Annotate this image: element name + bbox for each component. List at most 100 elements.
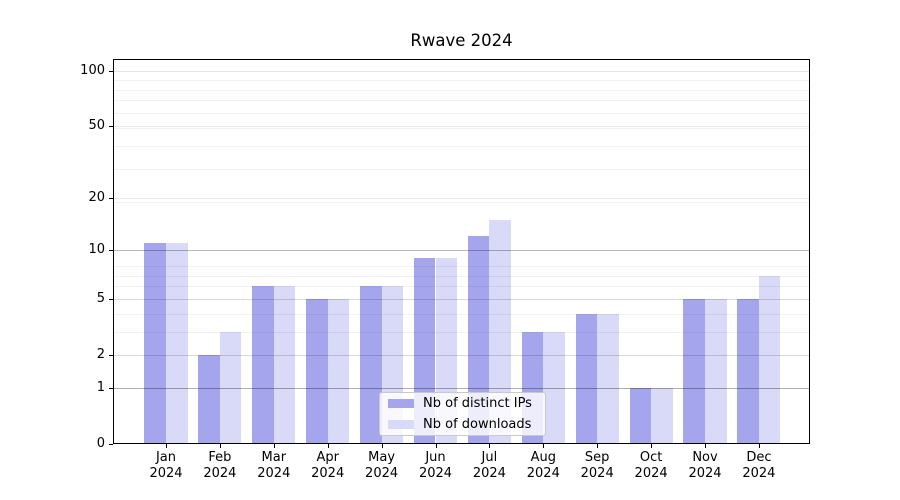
x-tick-label: Oct 2024	[621, 450, 681, 481]
x-tick	[273, 443, 275, 448]
y-tick	[109, 298, 113, 300]
x-tick-label: Feb 2024	[190, 450, 250, 481]
x-tick	[381, 443, 383, 448]
y-tick-label: 20	[88, 189, 105, 205]
legend-swatch-distinct-ips	[388, 399, 414, 408]
x-tick-year-label: 2024	[688, 465, 722, 481]
x-tick-year-label: 2024	[472, 465, 506, 481]
x-tick-year-label: 2024	[257, 465, 291, 481]
y-tick	[109, 443, 113, 445]
x-tick	[219, 443, 221, 448]
legend-item-downloads: Nb of downloads	[388, 416, 545, 433]
y-tick-label: 100	[80, 62, 105, 78]
legend-label-downloads: Nb of downloads	[423, 416, 532, 432]
x-tick-year-label: 2024	[742, 465, 776, 481]
x-tick-label: May 2024	[352, 450, 412, 481]
legend: Nb of distinct IPs Nb of downloads	[379, 392, 546, 436]
y-tick	[109, 249, 113, 251]
legend-swatch-downloads	[388, 420, 414, 429]
gridline	[114, 70, 809, 72]
gridline	[114, 125, 809, 127]
x-tick-label: Sep 2024	[567, 450, 627, 481]
bar-ips-may	[360, 286, 382, 444]
bar-ips-dec	[737, 298, 759, 444]
gridline-minor	[114, 201, 809, 203]
gridline-minor	[114, 286, 809, 288]
gridline-minor	[114, 89, 809, 91]
y-tick	[109, 125, 113, 127]
y-tick-label: 10	[88, 241, 105, 257]
bar-downloads-oct	[651, 387, 673, 444]
legend-item-distinct-ips: Nb of distinct IPs	[388, 395, 545, 412]
bar-ips-nov	[683, 298, 705, 444]
bar-downloads-apr	[327, 298, 350, 444]
gridline-minor	[114, 100, 809, 102]
bar-downloads-sep	[597, 313, 619, 444]
x-tick	[489, 443, 491, 448]
y-tick-label: 5	[96, 290, 105, 306]
x-tick	[597, 443, 599, 448]
x-tick-year-label: 2024	[580, 465, 614, 481]
bar-ips-apr	[306, 298, 328, 444]
y-tick	[109, 70, 113, 72]
bar-downloads-nov	[705, 298, 727, 444]
bar-downloads-jul	[489, 219, 511, 444]
x-tick	[435, 443, 437, 448]
x-tick	[327, 443, 329, 448]
x-tick	[543, 443, 545, 448]
x-tick	[705, 443, 706, 448]
bar-downloads-dec	[758, 275, 781, 444]
x-tick-label: Mar 2024	[244, 450, 304, 481]
x-tick-year-label: 2024	[311, 465, 345, 481]
x-tick	[758, 443, 760, 448]
gridline-minor	[114, 80, 809, 81]
gridline-minor	[114, 275, 809, 277]
gridline-minor	[114, 266, 809, 267]
x-tick-label: Aug 2024	[513, 450, 573, 481]
x-tick-year-label: 2024	[149, 465, 183, 481]
gridline-major	[114, 387, 809, 389]
gridline-minor	[114, 331, 809, 333]
bar-ips-feb	[198, 354, 220, 444]
gridline-major	[114, 249, 809, 251]
gridline	[114, 197, 809, 199]
bar-ips-jul	[467, 236, 490, 444]
x-tick-label: Apr 2024	[298, 450, 358, 481]
x-tick	[166, 443, 167, 448]
gridline-minor	[114, 112, 809, 114]
y-tick-label: 50	[88, 117, 105, 133]
x-tick-year-label: 2024	[418, 465, 453, 481]
bar-ips-mar	[252, 286, 274, 444]
bar-downloads-mar	[273, 286, 296, 444]
y-tick	[109, 387, 113, 389]
gridline-minor	[114, 313, 809, 315]
x-tick-year-label: 2024	[634, 465, 668, 481]
gridline-minor	[114, 127, 809, 129]
x-tick-label: Nov 2024	[675, 450, 735, 481]
x-tick-year-label: 2024	[526, 465, 560, 481]
gridline-minor	[114, 354, 809, 356]
gridline-minor	[114, 145, 809, 147]
gridline-minor	[114, 168, 809, 170]
x-tick-label: Dec 2024	[729, 450, 789, 481]
gridline-minor	[114, 298, 809, 300]
y-tick-label: 1	[96, 379, 105, 395]
bar-ips-oct	[629, 387, 652, 444]
legend-label-distinct-ips: Nb of distinct IPs	[423, 395, 532, 411]
bar-downloads-feb	[219, 331, 242, 444]
x-tick-year-label: 2024	[203, 465, 237, 481]
bar-downloads-aug	[543, 331, 565, 444]
bar-ips-sep	[575, 313, 598, 444]
x-tick-label: Jun 2024	[406, 450, 466, 481]
gridline	[114, 298, 809, 300]
gridline	[114, 354, 809, 356]
y-tick	[109, 354, 113, 356]
x-tick-year-label: 2024	[365, 465, 399, 481]
y-tick-label: 0	[96, 435, 105, 451]
gridline-minor	[114, 387, 809, 389]
x-tick	[651, 443, 653, 448]
x-tick-label: Jul 2024	[459, 450, 519, 481]
y-tick	[109, 197, 113, 199]
y-tick-label: 2	[96, 346, 105, 362]
